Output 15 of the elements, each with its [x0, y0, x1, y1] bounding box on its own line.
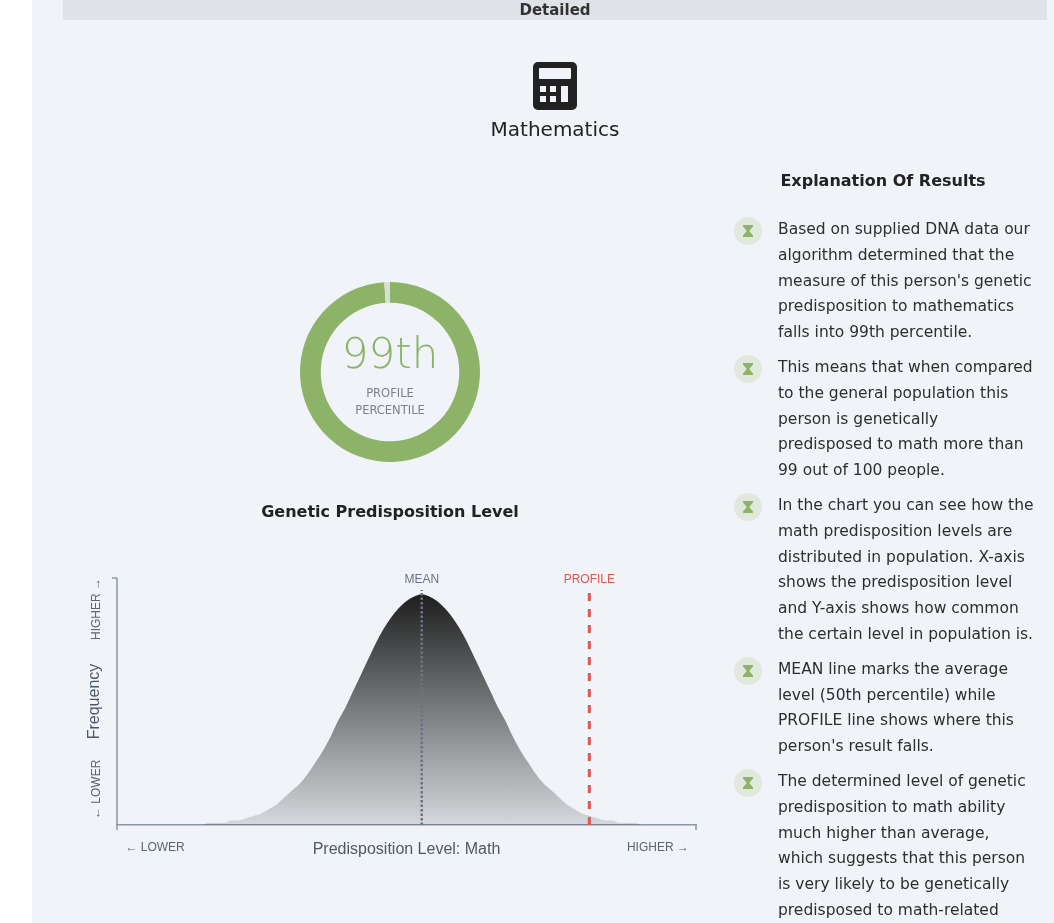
text: Explanation Of Results — [779, 171, 987, 191]
text: Detailed — [519, 1, 591, 19]
text: MEAN line marks the average level (50th percentile) while PROFILE line shows where this person's result falls. — [778, 659, 1014, 756]
chart-title: Genetic Predisposition Level — [261, 502, 519, 522]
text: In the chart you can see how the math predisposition levels are distributed in population. X-axis shows the predisposition level and Y-axis shows how common the certain level in population is. — [778, 495, 1034, 643]
text: Mathematics — [489, 116, 621, 142]
text: PROFILE PERCENTILE — [355, 385, 425, 417]
x-axis-title: Predisposition Level: Math — [312, 840, 501, 858]
text: This means that when compared to the general population this person is genetically predisposed to math more than 99 out of 100 people. — [778, 357, 1033, 480]
text: 99th — [341, 328, 439, 378]
x-tick-label: MEAN — [404, 572, 440, 587]
text: The determined level of genetic predisposition to math ability much higher than average, which suggests that this person is very likely to be genetically predisposed to math-related — [778, 771, 1026, 919]
x-tick-label: PROFILE — [563, 572, 616, 587]
text: Based on supplied DNA data our algorithm determined that the measure of this person's genetic predisposition to mathematics falls into 99th percentile. — [778, 220, 1032, 342]
y-axis-title: Frequency — [85, 663, 103, 740]
